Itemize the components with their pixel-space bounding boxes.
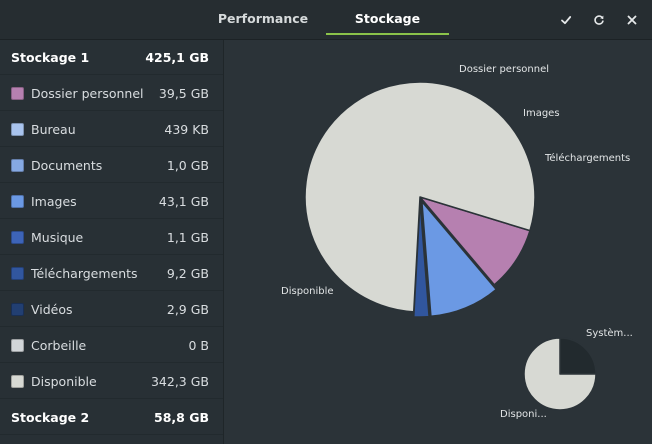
header-bar: Performance Stockage [0,0,652,40]
refresh-button[interactable] [587,8,611,32]
pie2-label-disponible: Disponi... [500,409,547,420]
item-size: 9,2 GB [166,266,209,281]
disk-2-size: 58,8 GB [154,410,209,425]
pie2-label-systeme: Systèm... [586,328,633,339]
close-icon [627,15,637,25]
list-item-telechargements[interactable]: Téléchargements 9,2 GB [0,256,223,291]
pie-label-disponible: Disponible [281,286,334,297]
item-name: Vidéos [31,302,73,317]
list-item-documents[interactable]: Documents 1,0 GB [0,148,223,183]
list-item-disponible[interactable]: Disponible 342,3 GB [0,364,223,399]
checkmark-icon [561,16,572,25]
item-name: Images [31,194,77,209]
refresh-icon [594,15,604,25]
close-button[interactable] [620,8,644,32]
storage-1-pie-chart [304,81,597,411]
color-swatch [11,375,24,388]
storage-sidebar: Stockage 1 425,1 GB Dossier personnel 39… [0,40,224,444]
list-item-bureau[interactable]: Bureau 439 KB [0,112,223,147]
item-name: Corbeille [31,338,87,353]
color-swatch [11,87,24,100]
pie2-slice-system[interactable] [559,337,597,375]
pie-slice-disponible[interactable] [304,81,536,313]
item-size: 39,5 GB [158,86,209,101]
disk-2-row[interactable]: Stockage 2 58,8 GB [0,400,223,435]
color-swatch [11,339,24,352]
pie-label-dossier-personnel: Dossier personnel [459,64,550,75]
item-size: 2,9 GB [166,302,209,317]
color-swatch [11,159,24,172]
item-name: Disponible [31,374,97,389]
item-size: 1,1 GB [166,230,209,245]
color-swatch [11,123,24,136]
item-name: Bureau [31,122,76,137]
pie2-slice-disponi[interactable] [523,337,597,411]
item-size: 43,1 GB [158,194,209,209]
disk-2-name: Stockage 2 [11,410,90,425]
color-swatch [11,195,24,208]
color-swatch [11,231,24,244]
color-swatch [11,267,24,280]
list-item-corbeille[interactable]: Corbeille 0 B [0,328,223,363]
chart-area: Dossier personnel Images Téléchargements… [224,40,652,444]
color-swatch [11,303,24,316]
tab-performance[interactable]: Performance [217,11,309,26]
item-name: Dossier personnel [31,86,144,101]
item-name: Documents [31,158,103,173]
item-name: Musique [31,230,84,245]
disk-1-size: 425,1 GB [145,50,209,65]
pie-slice-images[interactable] [421,200,497,318]
tab-storage[interactable]: Stockage [326,0,449,40]
disk-1-row[interactable]: Stockage 1 425,1 GB [0,40,223,75]
item-size: 439 KB [164,122,209,137]
disk-1-name: Stockage 1 [11,50,90,65]
pie-label-telechargements: Téléchargements [545,153,631,164]
pie-label-images: Images [523,108,560,119]
list-item-videos[interactable]: Vidéos 2,9 GB [0,292,223,327]
item-size: 1,0 GB [166,158,209,173]
item-size: 342,3 GB [150,374,209,389]
item-name: Téléchargements [31,266,138,281]
list-item-images[interactable]: Images 43,1 GB [0,184,223,219]
apply-button[interactable] [554,8,578,32]
item-size: 0 B [188,338,209,353]
pie-slice-telechargements[interactable] [413,201,430,318]
list-item-dossier-personnel[interactable]: Dossier personnel 39,5 GB [0,76,223,111]
list-item-musique[interactable]: Musique 1,1 GB [0,220,223,255]
